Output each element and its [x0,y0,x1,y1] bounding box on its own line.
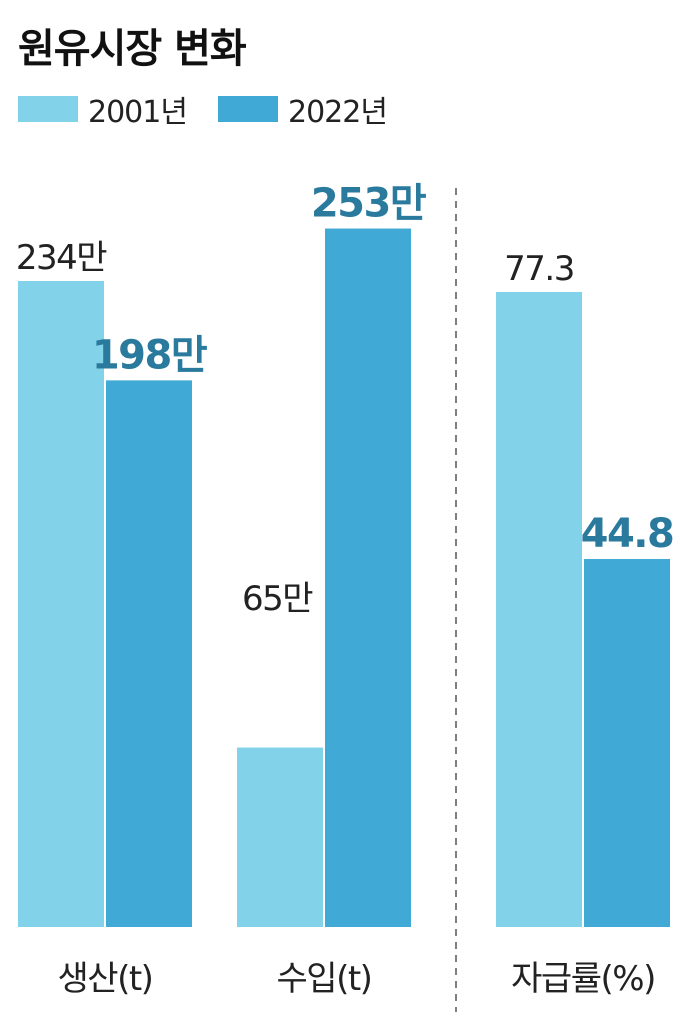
category-label-p0-c0: 생산(t) [58,959,153,999]
bar-p1-c0-s0 [496,292,582,927]
bar-p0-c1-s0 [237,747,323,927]
legend-item-2001: 2001년 [18,92,188,130]
bar-p0-c1-s1 [325,228,411,928]
category-label-p1-c0: 자급률(%) [511,959,655,999]
chart-title: 원유시장 변화 [18,26,247,72]
value-label-p0-c0-s1: 198만 [92,332,208,378]
value-label-p1-c0-s1: 44.8 [581,511,674,557]
bar-p1-c0-s1 [584,558,670,927]
legend-label-2001: 2001년 [88,95,188,130]
legend-swatch-2001 [18,96,78,122]
bar-p0-c0-s0 [18,281,104,927]
value-label-p1-c0-s0: 77.3 [504,249,574,289]
category-label-p0-c1: 수입(t) [277,959,372,999]
legend-item-2022: 2022년 [218,92,388,130]
bar-p0-c0-s1 [106,380,192,927]
legend-swatch-2022 [218,96,278,122]
value-label-p0-c0-s0: 234만 [16,238,107,278]
legend-label-2022: 2022년 [288,95,388,130]
value-label-p0-c1-s1: 253만 [311,181,427,227]
value-label-p0-c1-s0: 65만 [242,579,313,619]
